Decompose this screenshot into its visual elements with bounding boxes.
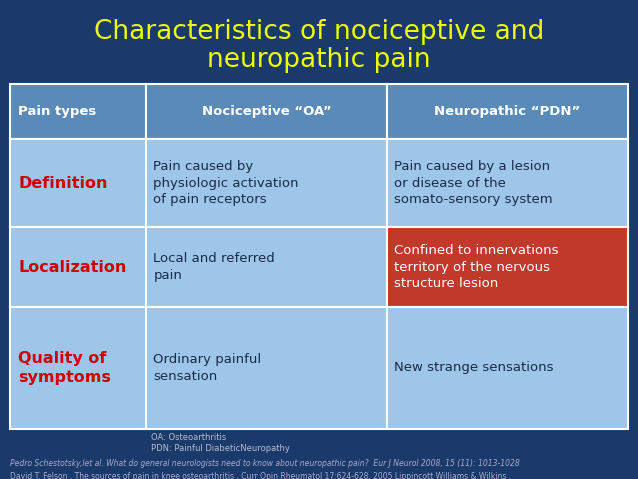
- Text: OA: Osteoarthritis: OA: Osteoarthritis: [151, 433, 226, 442]
- Bar: [387, 139, 628, 227]
- Bar: [10, 139, 146, 227]
- Text: Definition: Definition: [18, 175, 107, 191]
- Text: Confined to innervations
territory of the nervous
structure lesion: Confined to innervations territory of th…: [394, 244, 559, 290]
- Text: Local and referred
pain: Local and referred pain: [153, 252, 275, 282]
- Bar: [146, 84, 387, 139]
- Text: Characteristics of nociceptive and: Characteristics of nociceptive and: [94, 19, 544, 45]
- Text: Neuropathic “PDN”: Neuropathic “PDN”: [434, 105, 581, 118]
- Text: Pain types: Pain types: [18, 105, 96, 118]
- Text: Pain caused by a lesion
or disease of the
somato-sensory system: Pain caused by a lesion or disease of th…: [394, 160, 553, 206]
- Bar: [10, 307, 146, 429]
- Text: PDN: Painful DiabeticNeuropathy: PDN: Painful DiabeticNeuropathy: [151, 444, 290, 453]
- Text: Nociceptive “OA”: Nociceptive “OA”: [202, 105, 332, 118]
- Text: David T. Felson , The sources of pain in knee osteoarthritis , Curr Opin Rheumat: David T. Felson , The sources of pain in…: [10, 472, 511, 479]
- Text: Pain caused by
physiologic activation
of pain receptors: Pain caused by physiologic activation of…: [153, 160, 299, 206]
- Bar: [146, 307, 387, 429]
- Text: neuropathic pain: neuropathic pain: [207, 47, 431, 73]
- Text: Quality of
symptoms: Quality of symptoms: [18, 351, 111, 385]
- Bar: [146, 139, 387, 227]
- Bar: [146, 227, 387, 307]
- Text: New strange sensations: New strange sensations: [394, 362, 554, 375]
- Bar: [10, 84, 146, 139]
- Bar: [387, 227, 628, 307]
- Bar: [387, 307, 628, 429]
- Text: Ordinary painful
sensation: Ordinary painful sensation: [153, 353, 262, 383]
- Bar: [10, 227, 146, 307]
- Bar: [387, 84, 628, 139]
- Text: Pedro Schestotsky,let al. What do general neurologists need to know about neurop: Pedro Schestotsky,let al. What do genera…: [10, 459, 520, 468]
- Text: Localization: Localization: [18, 260, 126, 274]
